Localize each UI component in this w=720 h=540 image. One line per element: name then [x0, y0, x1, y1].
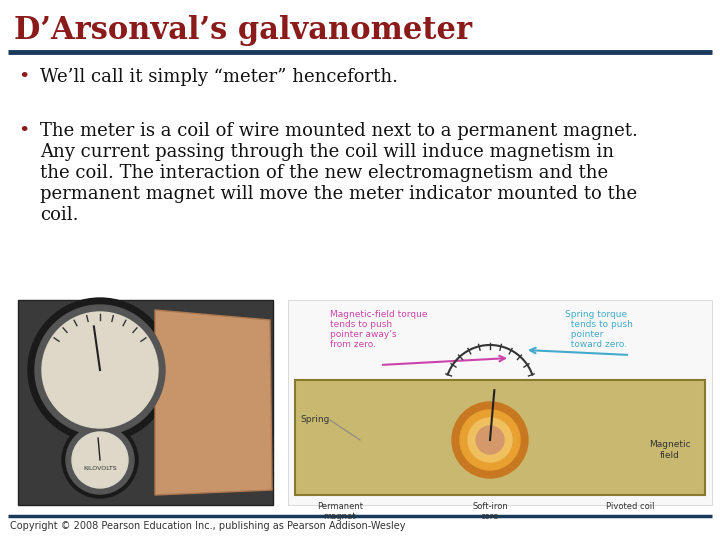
Circle shape [28, 298, 172, 442]
Text: toward zero.: toward zero. [565, 340, 627, 349]
Circle shape [468, 418, 512, 462]
Circle shape [72, 432, 128, 488]
Text: permanent magnet will move the meter indicator mounted to the: permanent magnet will move the meter ind… [40, 185, 637, 203]
Text: pointer away’s: pointer away’s [330, 330, 397, 339]
Text: Soft-iron
core: Soft-iron core [472, 502, 508, 522]
Text: tends to push: tends to push [565, 320, 633, 329]
Text: Copyright © 2008 Pearson Education Inc., publishing as Pearson Addison-Wesley: Copyright © 2008 Pearson Education Inc.,… [10, 521, 405, 531]
Text: Magnetic
field: Magnetic field [649, 440, 690, 460]
Polygon shape [155, 310, 272, 495]
Circle shape [62, 422, 138, 498]
Circle shape [452, 402, 528, 478]
Text: The meter is a coil of wire mounted next to a permanent magnet.: The meter is a coil of wire mounted next… [40, 122, 638, 140]
Text: Pivoted coil: Pivoted coil [606, 502, 654, 511]
Circle shape [476, 426, 504, 454]
Circle shape [66, 426, 134, 494]
Text: pointer: pointer [565, 330, 603, 339]
Text: Spring torque: Spring torque [565, 310, 627, 319]
Circle shape [42, 312, 158, 428]
Text: •: • [18, 68, 30, 86]
Text: Any current passing through the coil will induce magnetism in: Any current passing through the coil wil… [40, 143, 614, 161]
Bar [18, 300, 273, 505]
Text: •: • [18, 122, 30, 140]
Bar [288, 300, 712, 505]
Circle shape [35, 305, 165, 435]
Text: Spring: Spring [300, 415, 329, 424]
Text: Permanent
magnet: Permanent magnet [317, 502, 363, 522]
Text: D’Arsonval’s galvanometer: D’Arsonval’s galvanometer [14, 15, 472, 45]
Text: Magnetic-field torque: Magnetic-field torque [330, 310, 428, 319]
Text: We’ll call it simply “meter” henceforth.: We’ll call it simply “meter” henceforth. [40, 68, 398, 86]
Text: coil.: coil. [40, 206, 78, 224]
Circle shape [460, 410, 520, 470]
Text: tends to push: tends to push [330, 320, 392, 329]
Text: from zero.: from zero. [330, 340, 376, 349]
Text: KILOVOLTS: KILOVOLTS [84, 465, 117, 470]
FancyBboxPatch shape [295, 380, 705, 495]
Text: the coil. The interaction of the new electromagnetism and the: the coil. The interaction of the new ele… [40, 164, 608, 182]
